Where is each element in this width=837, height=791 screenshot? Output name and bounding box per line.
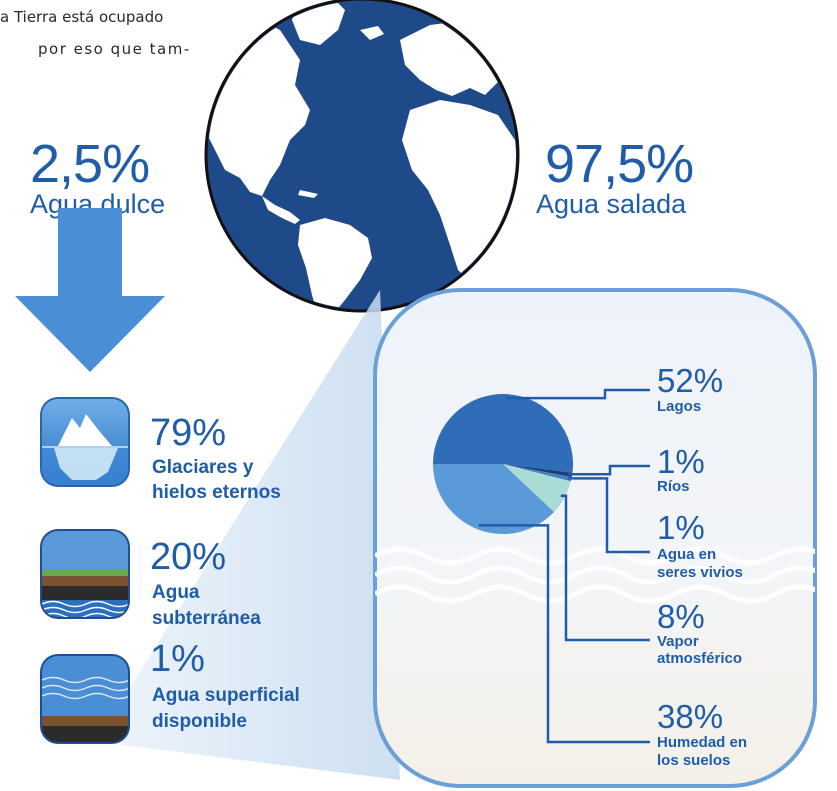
legend-label-humedad-2: los suelos — [657, 752, 731, 769]
groundwater-icon — [40, 529, 130, 619]
pie-slice-4 — [433, 464, 555, 535]
pie-leader-line-0 — [507, 388, 650, 400]
legend-label-lagos: Lagos — [657, 398, 702, 415]
pie-slice-3 — [503, 464, 571, 512]
pie-slice-0 — [433, 394, 573, 473]
legend-label-vapor-2: atmosférico — [657, 650, 743, 667]
legend-percent-humedad: 38% — [657, 698, 724, 735]
saltwater-label: Agua salada — [536, 189, 687, 219]
breakdown-label-glaciers-1: Glaciares y — [152, 457, 254, 478]
legend-label-rios: Ríos — [657, 478, 690, 495]
pie-leader-line-1 — [568, 464, 650, 476]
legend-label-vapor-1: Vapor — [657, 633, 699, 650]
pie-leader-line-4 — [478, 524, 650, 744]
freshwater-label: Agua dulce — [30, 189, 166, 219]
breakdown-percent-groundwater: 20% — [150, 536, 227, 578]
surface-water-icon — [40, 654, 130, 744]
pie-leader-line-3 — [560, 494, 650, 642]
pie-slice-2 — [503, 464, 572, 482]
legend-percent-lagos: 52% — [657, 362, 724, 399]
breakdown-label-surface-1: Agua superficial — [152, 685, 300, 706]
legend-label-seres-vivos-2: seres vivios — [657, 564, 743, 581]
intro-line-1: a Tierra está ocupado — [0, 8, 164, 26]
legend-percent-vapor: 8% — [657, 598, 705, 635]
breakdown-label-groundwater-2: subterránea — [152, 608, 261, 629]
detail-panel — [373, 288, 817, 788]
breakdown-percent-glaciers: 79% — [150, 412, 227, 454]
legend-label-humedad-1: Humedad en — [657, 734, 748, 751]
breakdown-percent-surface: 1% — [150, 638, 205, 680]
freshwater-percent: 2,5% — [30, 134, 150, 194]
globe-icon — [204, 0, 520, 313]
legend-label-seres-vivos-1: Agua en — [657, 546, 717, 563]
legend-percent-rios: 1% — [657, 443, 705, 480]
intro-line-2: por eso que tam- — [38, 40, 191, 58]
pie-leader-line-2 — [567, 477, 650, 554]
saltwater-percent: 97,5% — [545, 134, 694, 194]
pie-slice-1 — [503, 464, 573, 478]
iceberg-icon — [40, 397, 130, 487]
breakdown-label-groundwater-1: Agua — [152, 582, 200, 603]
breakdown-label-surface-2: disponible — [152, 711, 247, 732]
breakdown-label-glaciers-2: hielos eternos — [152, 482, 281, 503]
legend-percent-seres-vivos: 1% — [657, 509, 705, 546]
